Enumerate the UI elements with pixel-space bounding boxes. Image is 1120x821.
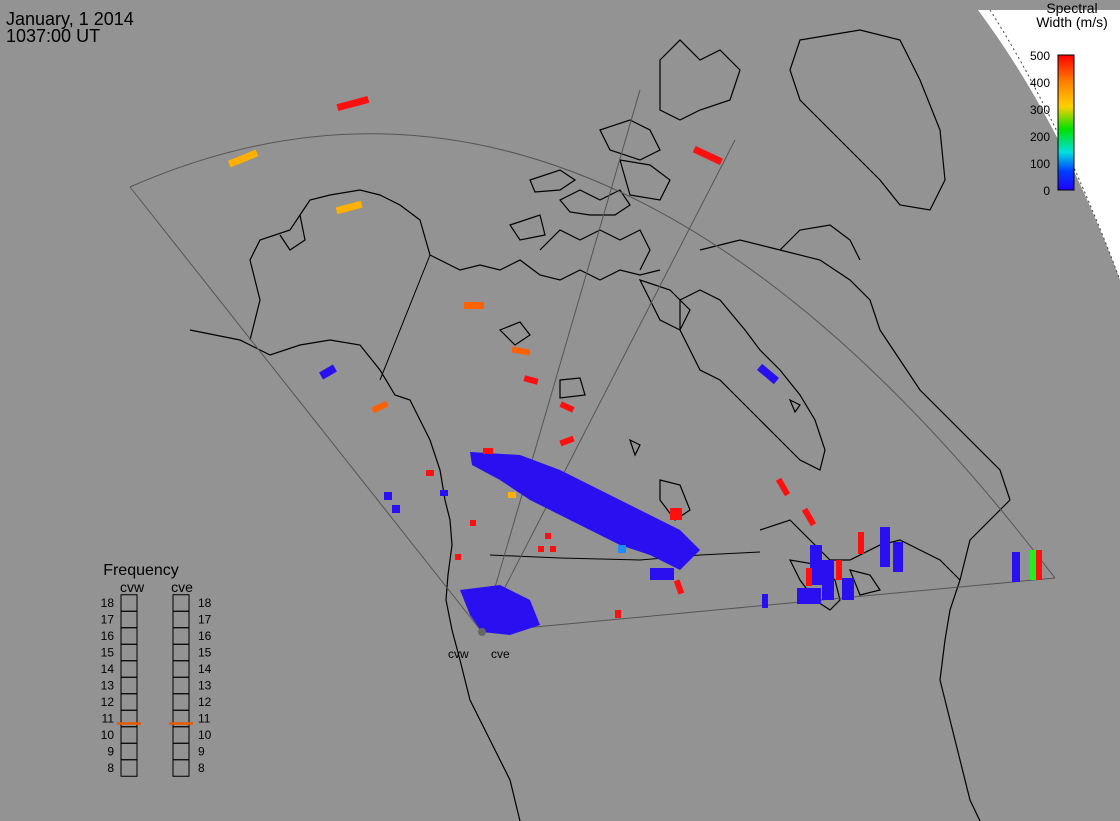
frequency-radar-label-cvw: cvw	[120, 579, 145, 595]
frequency-cell	[172, 726, 190, 744]
frequency-cell	[120, 759, 138, 777]
colorbar: Spectral Width (m/s) 500 400 300 200 100 0	[1030, 0, 1108, 198]
frequency-level-label-left: 9	[107, 745, 114, 759]
frequency-cell	[172, 676, 190, 695]
frequency-level-label-right: 14	[198, 662, 212, 676]
frequency-level-label-left: 14	[101, 662, 115, 676]
radar-echoes	[227, 95, 1042, 635]
off-map-region	[978, 10, 1120, 280]
frequency-level-label-right: 16	[198, 629, 212, 643]
frequency-cell	[120, 627, 138, 645]
date-label: January, 1 2014	[6, 9, 134, 29]
colorbar-tick-label: 0	[1043, 184, 1050, 198]
radar-site-marker	[478, 628, 486, 636]
frequency-level-label-right: 18	[198, 596, 212, 610]
frequency-level-label-left: 16	[101, 629, 115, 643]
radar-fov-outline	[129, 89, 1056, 633]
colorbar-tick-label: 500	[1030, 49, 1050, 63]
frequency-level-label-left: 15	[101, 646, 115, 660]
frequency-level-label-left: 18	[101, 596, 115, 610]
frequency-level-label-right: 13	[198, 679, 212, 693]
frequency-cell	[120, 693, 138, 711]
frequency-cell	[120, 610, 138, 629]
colorbar-gradient	[1057, 54, 1075, 191]
frequency-title: Frequency	[103, 562, 179, 579]
political-borders	[379, 254, 761, 561]
colorbar-tick-label: 300	[1030, 103, 1050, 117]
frequency-cell	[172, 610, 190, 629]
colorbar-tick-label: 200	[1030, 130, 1050, 144]
radar-sites: cvw cve	[448, 628, 510, 661]
time-label: 1037:00 UT	[6, 26, 101, 46]
frequency-level-label-left: 13	[101, 679, 115, 693]
frequency-level-label-left: 11	[102, 712, 115, 726]
frequency-cell	[172, 594, 190, 612]
frequency-cell	[120, 594, 138, 612]
frequency-panel: Frequency cvw cve 18 18 17 17 16 16 15 15 14 14 13…	[101, 562, 212, 777]
frequency-level-label-left: 17	[101, 613, 115, 627]
colorbar-tick-label: 100	[1030, 157, 1050, 171]
frequency-level-label-right: 11	[198, 712, 211, 726]
frequency-level-label-left: 8	[107, 761, 114, 775]
frequency-level-label-right: 17	[198, 613, 212, 627]
frequency-cell	[172, 627, 190, 645]
frequency-cell	[172, 660, 190, 678]
colorbar-title-line1: Spectral	[1046, 0, 1097, 16]
colorbar-title-line2: Width (m/s)	[1036, 14, 1108, 30]
frequency-cell	[120, 742, 138, 761]
frequency-radar-label-cve: cve	[171, 579, 193, 595]
frequency-cell	[172, 693, 190, 711]
frequency-cell	[120, 660, 138, 678]
frequency-level-label-left: 12	[101, 695, 115, 709]
frequency-level-label-right: 15	[198, 646, 212, 660]
frequency-level-label-right: 9	[198, 745, 205, 759]
frequency-level-label-left: 10	[101, 728, 115, 742]
frequency-level-label-right: 12	[198, 695, 212, 709]
frequency-cell	[172, 759, 190, 777]
colorbar-tick-label: 400	[1030, 76, 1050, 90]
frequency-cell	[120, 643, 138, 662]
frequency-level-label-right: 8	[198, 761, 205, 775]
radar-site-label-cve: cve	[491, 647, 510, 661]
frequency-cell	[172, 742, 190, 761]
coastline	[189, 29, 1011, 821]
frequency-level-label-right: 10	[198, 728, 212, 742]
frequency-cell	[120, 676, 138, 695]
radar-site-label-cvw: cvw	[448, 647, 469, 661]
frequency-cell	[172, 643, 190, 662]
frequency-cell	[120, 726, 138, 744]
